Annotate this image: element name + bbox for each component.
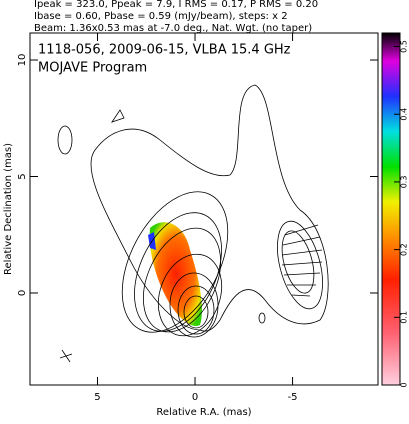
map	[57, 84, 329, 363]
polarization-vectors	[281, 224, 323, 297]
contour	[143, 227, 221, 333]
contour	[57, 125, 73, 155]
y-tick-label: 10	[17, 54, 28, 67]
x-tick-label: 0	[192, 392, 198, 403]
colorbar-tick-label: 0.1	[400, 311, 409, 324]
y-tick-label: 0	[17, 290, 28, 296]
y-tick-label: 5	[17, 173, 28, 179]
contour	[157, 253, 223, 337]
plot-subtitle: MOJAVE Program	[38, 61, 147, 76]
contour	[277, 220, 323, 310]
contour	[177, 285, 215, 335]
beam	[59, 349, 73, 363]
x-axis-label: Relative R.A. (mas)	[156, 407, 251, 418]
contour	[90, 84, 329, 332]
contour	[281, 230, 315, 294]
colorbar-tick-label: 0.4	[400, 108, 409, 121]
plot-frame	[29, 32, 379, 386]
polarization-blob	[149, 222, 202, 326]
contour	[183, 295, 209, 329]
contour	[258, 312, 266, 324]
x-tick-label: 5	[94, 392, 100, 403]
colorbar	[381, 32, 401, 386]
contour	[111, 109, 125, 123]
y-axis-label: Relative Declination (mas)	[3, 143, 14, 275]
header-line: Ibase = 0.60, Pbase = 0.59 (mJy/beam), s…	[34, 11, 288, 22]
x-tick-label: -5	[288, 392, 298, 403]
header-line: Ipeak = 323.0, Ppeak = 7.9, I RMS = 0.17…	[34, 0, 318, 10]
colorbar-tick-label: 0.2	[400, 243, 409, 256]
contour	[121, 191, 229, 333]
header-line: Beam: 1.36x0.53 mas at -7.0 deg., Nat. W…	[34, 23, 312, 34]
plot-title: 1118-056, 2009-06-15, VLBA 15.4 GHz	[38, 43, 291, 58]
colorbar-tick-label: 0	[400, 382, 409, 387]
colorbar-tick-label: 0.5	[400, 40, 409, 53]
colorbar-tick-label: 0.3	[400, 176, 409, 189]
contour	[134, 212, 222, 332]
